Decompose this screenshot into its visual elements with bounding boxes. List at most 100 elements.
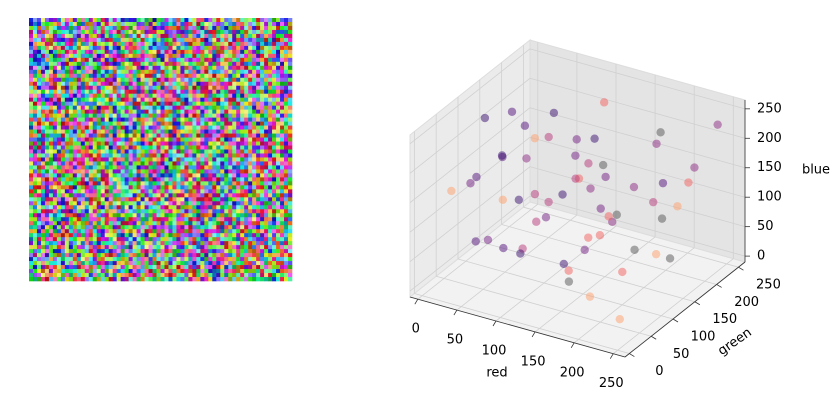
noise-pixel xyxy=(97,22,101,26)
noise-pixel xyxy=(161,142,165,146)
noise-pixel xyxy=(53,138,57,142)
noise-pixel xyxy=(256,86,260,90)
noise-pixel xyxy=(161,98,165,102)
noise-pixel xyxy=(29,253,33,257)
noise-pixel xyxy=(212,201,216,205)
noise-pixel xyxy=(176,74,180,78)
noise-pixel xyxy=(161,54,165,58)
noise-pixel xyxy=(204,157,208,161)
point xyxy=(564,266,572,274)
noise-pixel xyxy=(61,130,65,134)
noise-pixel xyxy=(117,189,121,193)
noise-pixel xyxy=(45,213,49,217)
noise-pixel xyxy=(29,94,33,98)
noise-pixel xyxy=(288,277,292,281)
noise-pixel xyxy=(180,181,184,185)
noise-pixel xyxy=(264,177,268,181)
noise-pixel xyxy=(149,177,153,181)
noise-pixel xyxy=(125,102,129,106)
noise-pixel xyxy=(288,189,292,193)
noise-pixel xyxy=(168,98,172,102)
noise-pixel xyxy=(208,54,212,58)
noise-pixel xyxy=(129,233,133,237)
noise-pixel xyxy=(236,237,240,241)
noise-pixel xyxy=(77,229,81,233)
noise-pixel xyxy=(260,221,264,225)
noise-pixel xyxy=(89,62,93,66)
noise-pixel xyxy=(65,273,69,277)
noise-pixel xyxy=(232,185,236,189)
noise-pixel xyxy=(228,197,232,201)
noise-pixel xyxy=(276,86,280,90)
noise-pixel xyxy=(196,213,200,217)
noise-pixel xyxy=(121,94,125,98)
noise-pixel xyxy=(97,118,101,122)
noise-pixel xyxy=(53,26,57,30)
noise-pixel xyxy=(133,205,137,209)
noise-pixel xyxy=(29,189,33,193)
noise-pixel xyxy=(109,161,113,165)
noise-pixel xyxy=(73,217,77,221)
noise-pixel xyxy=(97,197,101,201)
noise-pixel xyxy=(77,26,81,30)
noise-pixel xyxy=(53,277,57,281)
noise-pixel xyxy=(188,173,192,177)
noise-pixel xyxy=(89,241,93,245)
noise-pixel xyxy=(280,122,284,126)
noise-pixel xyxy=(105,205,109,209)
noise-pixel xyxy=(244,225,248,229)
noise-pixel xyxy=(212,193,216,197)
noise-pixel xyxy=(37,130,41,134)
noise-pixel xyxy=(252,225,256,229)
noise-pixel xyxy=(272,106,276,110)
noise-pixel xyxy=(268,46,272,50)
noise-pixel xyxy=(164,217,168,221)
noise-pixel xyxy=(212,138,216,142)
noise-pixel xyxy=(65,58,69,62)
noise-pixel xyxy=(236,257,240,261)
noise-pixel xyxy=(244,134,248,138)
noise-pixel xyxy=(113,161,117,165)
noise-pixel xyxy=(212,18,216,22)
noise-pixel xyxy=(97,106,101,110)
noise-pixel xyxy=(29,134,33,138)
noise-pixel xyxy=(105,22,109,26)
noise-pixel xyxy=(288,50,292,54)
noise-pixel xyxy=(117,74,121,78)
noise-pixel xyxy=(288,205,292,209)
noise-pixel xyxy=(288,118,292,122)
noise-pixel xyxy=(256,161,260,165)
noise-pixel xyxy=(256,253,260,257)
noise-pixel xyxy=(284,233,288,237)
noise-pixel xyxy=(288,26,292,30)
noise-pixel xyxy=(157,122,161,126)
noise-pixel xyxy=(109,78,113,82)
noise-pixel xyxy=(145,193,149,197)
noise-pixel xyxy=(224,98,228,102)
noise-pixel xyxy=(208,273,212,277)
noise-pixel xyxy=(220,253,224,257)
noise-pixel xyxy=(133,173,137,177)
noise-pixel xyxy=(141,78,145,82)
noise-pixel xyxy=(121,217,125,221)
noise-pixel xyxy=(69,118,73,122)
noise-pixel xyxy=(133,189,137,193)
noise-pixel xyxy=(236,142,240,146)
noise-pixel xyxy=(113,249,117,253)
noise-pixel xyxy=(168,94,172,98)
noise-pixel xyxy=(29,58,33,62)
noise-pixel xyxy=(204,126,208,130)
noise-pixel xyxy=(168,46,172,50)
noise-pixel xyxy=(192,38,196,42)
noise-pixel xyxy=(153,70,157,74)
noise-pixel xyxy=(172,22,176,26)
noise-pixel xyxy=(125,269,129,273)
noise-pixel xyxy=(260,153,264,157)
noise-pixel xyxy=(45,217,49,221)
noise-pixel xyxy=(264,257,268,261)
noise-pixel xyxy=(260,177,264,181)
noise-pixel xyxy=(61,70,65,74)
noise-pixel xyxy=(284,161,288,165)
noise-pixel xyxy=(77,42,81,46)
noise-pixel xyxy=(232,273,236,277)
